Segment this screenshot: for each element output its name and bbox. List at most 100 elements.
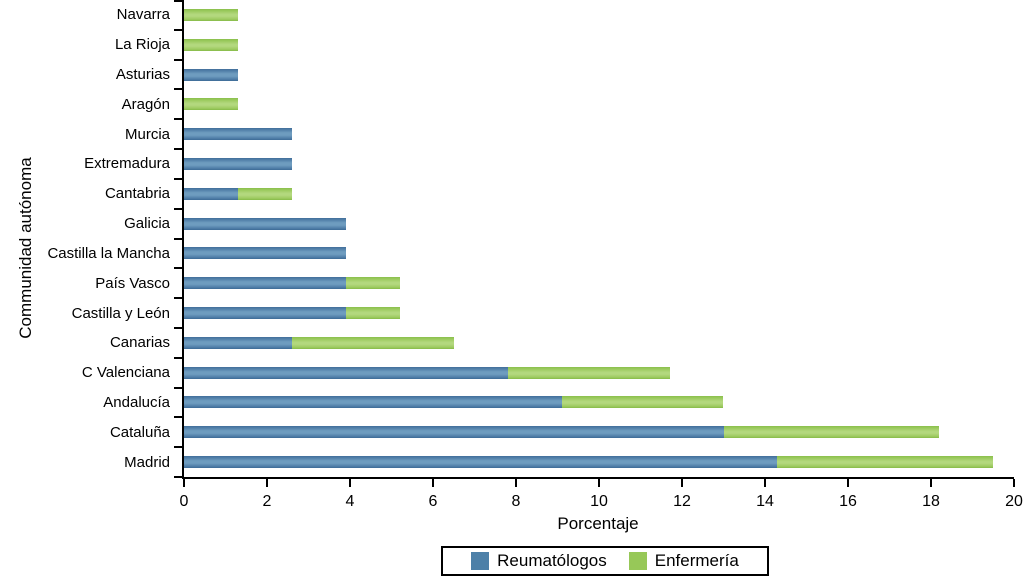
- x-axis-tick: [432, 479, 434, 487]
- y-axis-tick: [174, 416, 184, 418]
- category-label: C Valenciana: [81, 364, 170, 382]
- y-axis-tick: [174, 446, 184, 448]
- bar-segment-enfermeria: [345, 307, 400, 320]
- category-row: [184, 89, 1014, 119]
- category-row: [184, 447, 1014, 477]
- bar-stack: [184, 8, 1014, 21]
- x-axis-title: Porcentaje: [557, 514, 639, 533]
- bar-stack: [184, 396, 1014, 409]
- y-axis-tick: [174, 357, 184, 359]
- bar-stack: [184, 456, 1014, 469]
- bar-segment-enfermeria: [184, 8, 238, 21]
- x-axis-tick: [598, 479, 600, 487]
- category-row: [184, 149, 1014, 179]
- x-axis-tick: [183, 479, 185, 487]
- bar-segment-enfermeria: [237, 187, 292, 200]
- bar-segment-enfermeria: [291, 336, 454, 349]
- category-label: Aragón: [121, 95, 170, 113]
- bar-segment-reumatologos: [184, 247, 346, 260]
- y-axis-tick: [174, 88, 184, 90]
- bar-segment-enfermeria: [184, 98, 238, 111]
- y-axis-tick: [174, 178, 184, 180]
- legend-label-enfermeria: Enfermería: [654, 551, 739, 570]
- x-axis-tick: [681, 479, 683, 487]
- y-axis-tick: [174, 208, 184, 210]
- bar-stack: [184, 128, 1014, 141]
- x-axis-tick: [764, 479, 766, 487]
- bar-segment-enfermeria: [561, 396, 724, 409]
- category-label: Murcia: [124, 125, 170, 143]
- bar-segment-reumatologos: [184, 157, 292, 170]
- y-axis-tick: [174, 29, 184, 31]
- category-row: [184, 209, 1014, 239]
- legend-swatch-enfermeria-icon: [628, 552, 647, 570]
- bar-segment-enfermeria: [777, 456, 994, 469]
- y-axis-tick: [174, 267, 184, 269]
- x-axis-tick: [930, 479, 932, 487]
- x-axis-tick-label: 0: [179, 493, 189, 510]
- x-axis-tick-label: 8: [511, 493, 521, 510]
- category-row: [184, 119, 1014, 149]
- category-label: Galicia: [124, 215, 170, 233]
- bar-segment-reumatologos: [184, 426, 724, 439]
- bar-segment-reumatologos: [184, 307, 346, 320]
- x-axis-tick: [1013, 479, 1015, 487]
- bar-segment-enfermeria: [184, 38, 238, 51]
- x-axis-tick-label: 14: [756, 493, 774, 510]
- category-row: [184, 30, 1014, 60]
- bar-stack: [184, 426, 1014, 439]
- x-axis-tick: [349, 479, 351, 487]
- category-row: [184, 388, 1014, 418]
- x-axis-tick-label: 4: [345, 493, 355, 510]
- category-row: [184, 60, 1014, 90]
- category-label: Cataluña: [109, 423, 170, 441]
- category-row: [184, 268, 1014, 298]
- bar-segment-reumatologos: [184, 217, 346, 230]
- y-axis-tick: [174, 387, 184, 389]
- bar-segment-reumatologos: [184, 396, 562, 409]
- category-label: Navarra: [116, 6, 170, 24]
- bar-rows: [184, 0, 1014, 477]
- bar-segment-reumatologos: [184, 277, 346, 290]
- bar-stack: [184, 217, 1014, 230]
- category-label: Cantabria: [104, 185, 170, 203]
- legend-box: Reumatólogos Enfermería: [441, 546, 769, 576]
- category-label: La Rioja: [114, 36, 170, 54]
- x-axis-tick-label: 12: [673, 493, 691, 510]
- category-label: Andalucía: [103, 393, 170, 411]
- legend-label-reumatologos: Reumatólogos: [497, 551, 607, 570]
- category-label: Castilla y León: [71, 304, 170, 322]
- bar-stack: [184, 38, 1014, 51]
- y-axis-tick: [174, 118, 184, 120]
- category-row: [184, 417, 1014, 447]
- y-axis-tick: [174, 476, 184, 478]
- category-row: [184, 328, 1014, 358]
- legend-entry-reumatologos: Reumatólogos: [471, 551, 607, 571]
- bar-stack: [184, 277, 1014, 290]
- bar-stack: [184, 187, 1014, 200]
- bar-segment-enfermeria: [723, 426, 940, 439]
- x-axis-tick-label: 18: [922, 493, 940, 510]
- category-row: [184, 358, 1014, 388]
- category-row: [184, 239, 1014, 269]
- x-axis-tick-label: 10: [590, 493, 608, 510]
- x-axis-tick: [515, 479, 517, 487]
- x-axis-tick-label: 20: [1005, 493, 1023, 510]
- category-row: [184, 298, 1014, 328]
- y-axis-tick: [174, 238, 184, 240]
- bar-stack: [184, 307, 1014, 320]
- x-axis-tick-label: 6: [428, 493, 438, 510]
- y-axis-tick: [174, 297, 184, 299]
- bar-segment-reumatologos: [184, 366, 508, 379]
- category-label: Castilla la Mancha: [47, 244, 170, 262]
- bar-segment-reumatologos: [184, 68, 238, 81]
- bar-stack: [184, 366, 1014, 379]
- bar-segment-reumatologos: [184, 336, 292, 349]
- category-label: Madrid: [124, 453, 170, 471]
- bar-segment-reumatologos: [184, 128, 292, 141]
- category-label: País Vasco: [95, 274, 170, 292]
- legend-swatch-reumatologos-icon: [471, 552, 490, 570]
- bar-stack: [184, 68, 1014, 81]
- bar-stack: [184, 247, 1014, 260]
